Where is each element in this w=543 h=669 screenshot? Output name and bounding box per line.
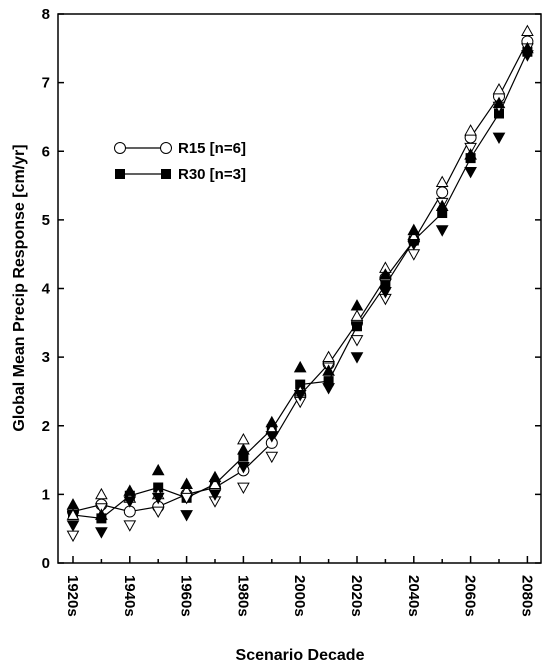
point [265, 451, 279, 464]
point [265, 431, 279, 443]
x-tick-label: 1940s [121, 575, 138, 617]
point [66, 508, 80, 520]
point [352, 321, 362, 332]
point [407, 249, 421, 261]
point [464, 148, 477, 160]
point [66, 498, 80, 510]
point [435, 225, 449, 237]
x-tick-label: 1960s [178, 575, 195, 617]
point [114, 142, 126, 154]
x-tick-label: 2080s [518, 575, 535, 617]
point [322, 364, 335, 376]
x-tick-label: 1980s [234, 575, 251, 617]
point [123, 484, 137, 496]
point [208, 470, 222, 483]
point [407, 223, 421, 236]
point [521, 24, 534, 37]
point [379, 287, 392, 299]
point [322, 383, 335, 395]
series-line [72, 51, 528, 520]
legend-label: R30 [n=3] [178, 166, 246, 183]
point [66, 530, 80, 543]
point [322, 350, 335, 363]
point [293, 360, 307, 373]
point [265, 415, 279, 428]
point [464, 166, 477, 179]
point [492, 96, 506, 109]
point [492, 132, 506, 145]
point [350, 299, 364, 311]
point [436, 186, 449, 199]
point [350, 335, 364, 347]
point [180, 492, 193, 505]
point [379, 268, 392, 280]
x-tick-label: 2040s [405, 575, 422, 617]
point [435, 175, 449, 188]
legend-label: R15 [n=6] [178, 140, 246, 157]
plot-frame [57, 13, 542, 564]
y-tick-label: 4 [42, 281, 51, 298]
x-tick-label: 2060s [462, 575, 479, 617]
x-tick-label: 2020s [348, 575, 365, 617]
point [293, 389, 307, 402]
point [350, 352, 364, 364]
point [208, 477, 222, 489]
point [123, 496, 137, 508]
x-axis-title: Scenario Decade [236, 647, 365, 664]
point [464, 124, 477, 136]
point [95, 487, 108, 500]
point [95, 508, 108, 520]
y-tick-label: 8 [42, 6, 50, 23]
point [123, 520, 137, 532]
point [237, 462, 250, 474]
point [151, 492, 165, 505]
point [180, 510, 193, 522]
point [161, 169, 171, 179]
point [160, 142, 172, 154]
y-tick-label: 3 [42, 349, 50, 366]
point [492, 82, 506, 95]
series-line [72, 41, 528, 513]
point [95, 527, 108, 539]
y-tick-label: 0 [42, 555, 50, 572]
y-tick-label: 7 [42, 75, 50, 92]
point [237, 432, 250, 445]
y-tick-label: 6 [42, 143, 50, 160]
x-tick-label: 1920s [64, 575, 81, 617]
x-tick-label: 2000s [291, 575, 308, 617]
point [350, 309, 364, 321]
point [521, 50, 534, 62]
point [151, 463, 165, 476]
point [208, 489, 222, 501]
point [151, 506, 165, 519]
y-tick-label: 2 [42, 418, 50, 435]
point [237, 443, 250, 455]
point [407, 238, 421, 251]
point [180, 477, 193, 489]
point [435, 199, 449, 212]
y-tick-label: 5 [42, 212, 50, 229]
point [66, 520, 80, 532]
point [237, 482, 250, 495]
y-axis-title: Global Mean Precip Response [cm/yr] [11, 144, 28, 431]
point [115, 169, 125, 179]
y-tick-label: 1 [42, 486, 50, 503]
